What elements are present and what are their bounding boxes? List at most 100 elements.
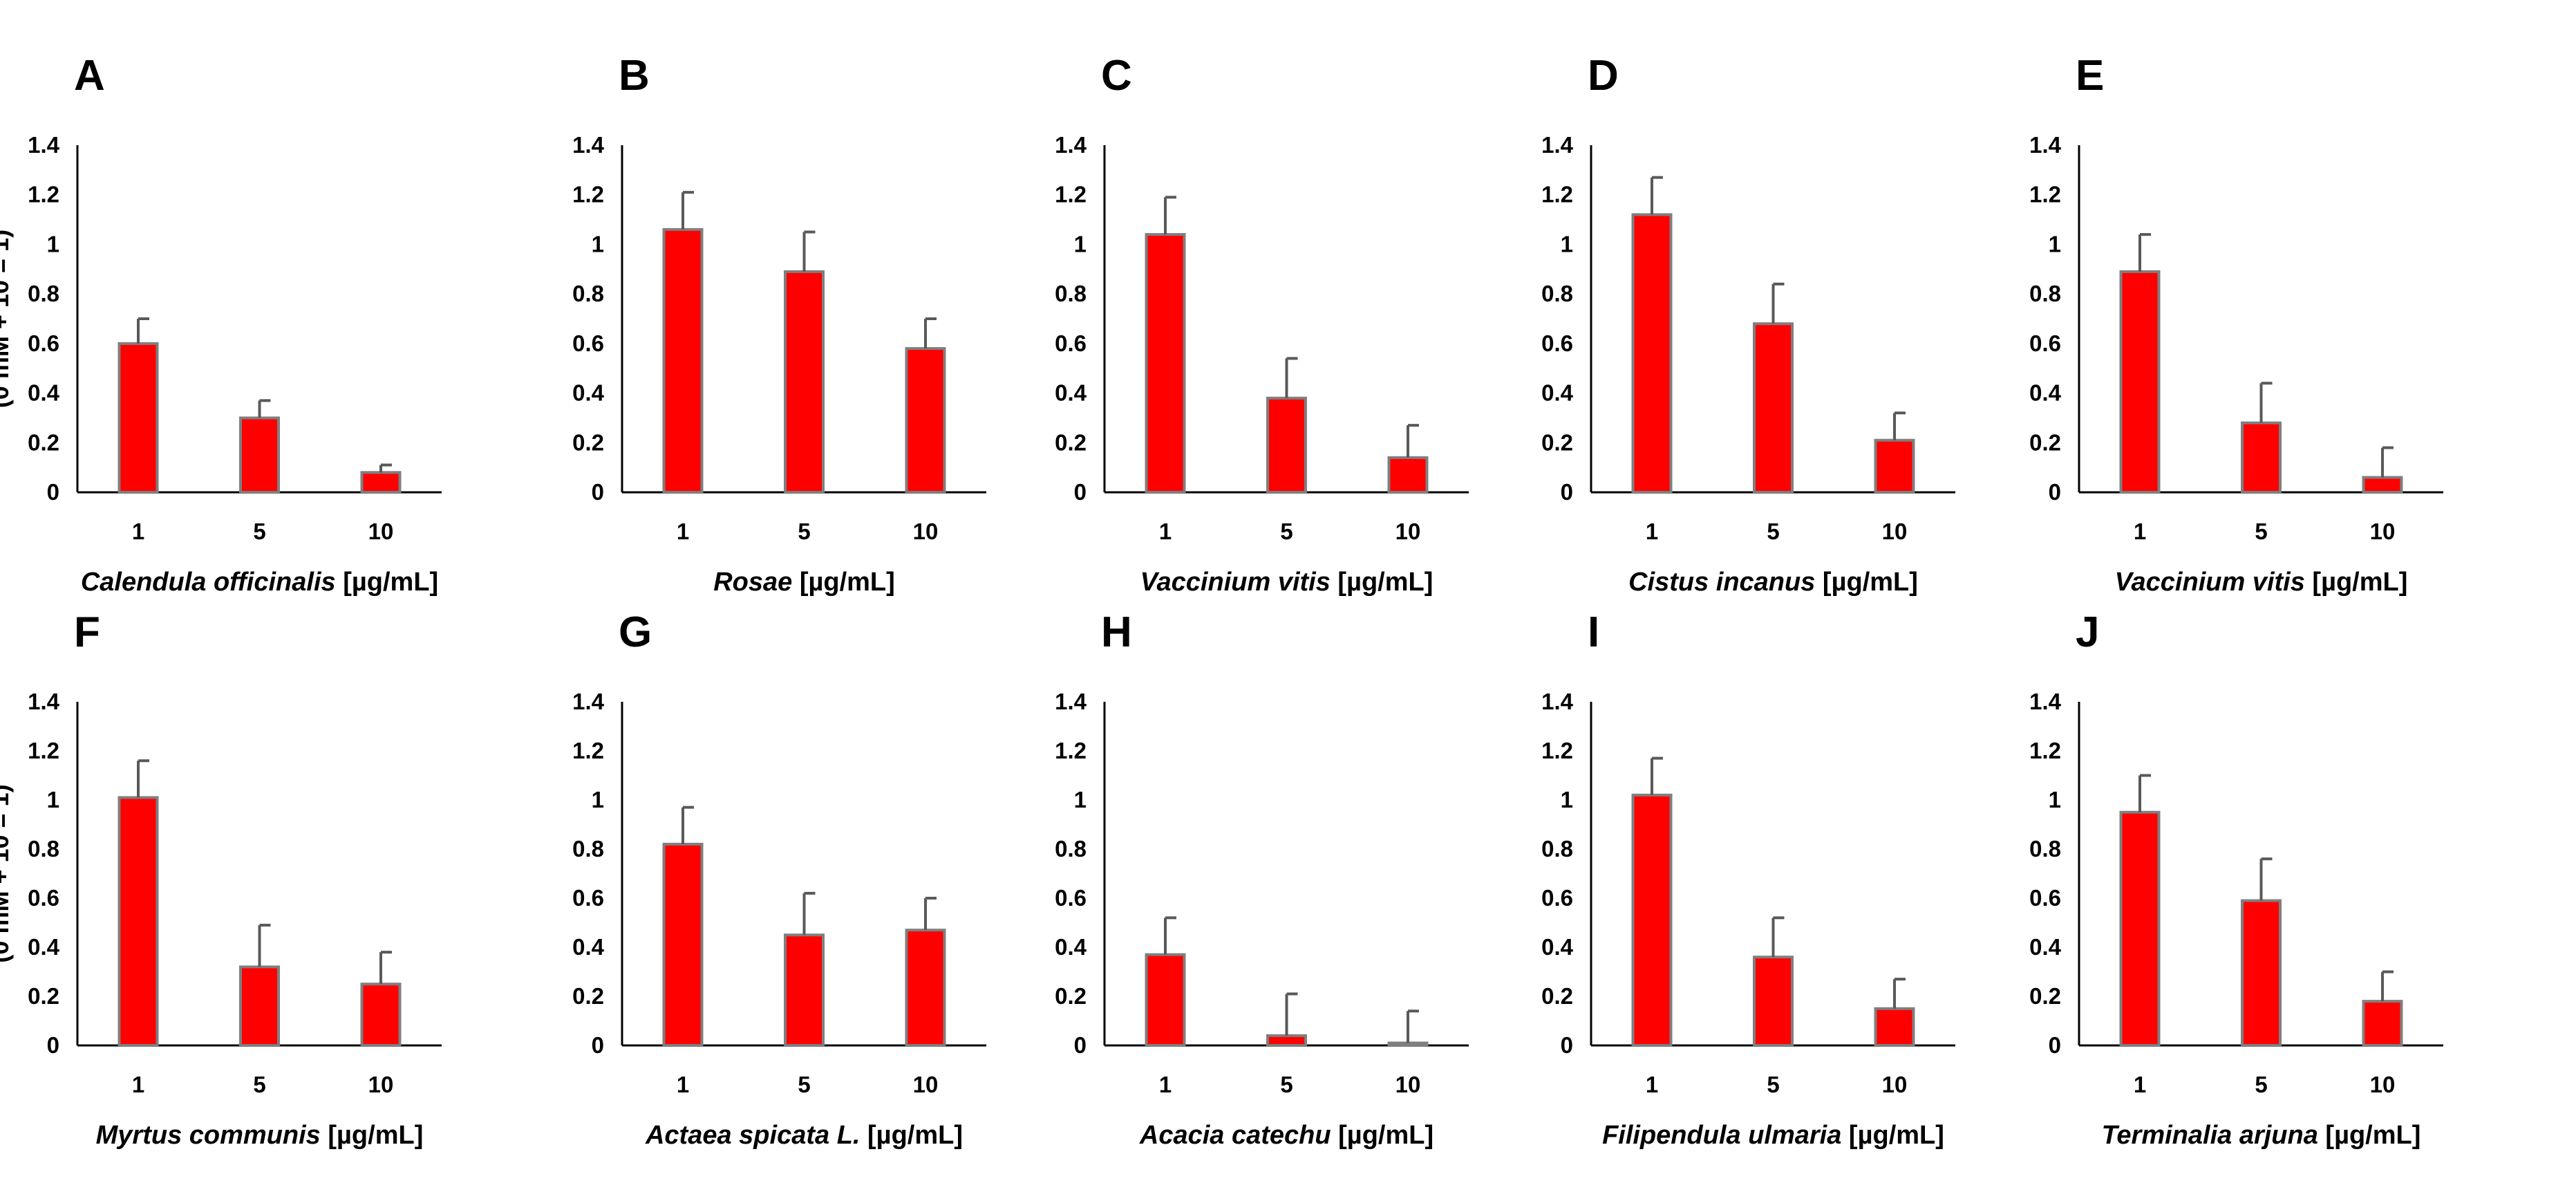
y-tick-label: 0.4 [1541, 934, 1574, 960]
panel-letter: C [1101, 52, 1132, 100]
bar [784, 933, 825, 1047]
y-tick-label: 0.8 [2029, 836, 2061, 862]
x-tick-label: 10 [1882, 1072, 1908, 1097]
y-tick-label: 1 [47, 787, 59, 812]
x-axis-label-species: Vaccinium vitis [1140, 568, 1331, 597]
x-tick-label: 5 [1280, 1072, 1292, 1097]
y-tick-label: 1.4 [28, 689, 60, 714]
x-axis-label: Acacia catechu [µg/mL] [1139, 1121, 1433, 1150]
y-tick-label: 0 [47, 479, 59, 505]
x-axis-label-species: Filipendula ulmaria [1602, 1121, 1841, 1150]
x-tick-label: 10 [1395, 1072, 1421, 1097]
y-tick-label: 1.4 [1541, 689, 1574, 714]
bar [2241, 421, 2282, 494]
y-tick-label: 0.6 [2029, 885, 2061, 911]
bar [662, 842, 704, 1048]
x-axis-label: Rosae [µg/mL] [713, 568, 895, 597]
bar [360, 471, 402, 494]
y-tick-label: 1.2 [1541, 182, 1573, 207]
x-tick-label: 5 [798, 519, 810, 544]
y-tick-label: 0.8 [572, 836, 604, 862]
x-axis-label-species: Vaccinium vitis [2115, 568, 2305, 597]
x-tick-label: 1 [677, 1072, 689, 1097]
panel-e: E 0 0.2 0.4 0.6 0.8 1 1.2 1.4 1 5 10 Vaccinium vitis… [2029, 52, 2443, 597]
bar [1387, 1041, 1429, 1047]
bar [2119, 810, 2161, 1047]
bar [1387, 456, 1429, 494]
x-tick-label: 1 [1159, 519, 1172, 544]
bar [239, 416, 280, 494]
bar [662, 227, 704, 494]
bar [117, 342, 159, 494]
x-tick-label: 10 [368, 1072, 394, 1097]
x-axis-label-unit: [µg/mL] [1841, 1121, 1944, 1150]
y-tick-label: 0.4 [2029, 934, 2062, 960]
y-tick-label: 0.2 [28, 429, 59, 455]
panel-g: G 0 0.2 0.4 0.6 0.8 1 1.2 1.4 1 5 10 Actaea spicata … [572, 608, 986, 1150]
y-tick-label: 0.6 [1055, 885, 1087, 911]
y-tick-label: 1.4 [2029, 132, 2062, 158]
y-tick-label: 1.4 [1541, 132, 1574, 158]
x-tick-label: 1 [132, 1072, 144, 1097]
y-tick-label: 1 [1561, 787, 1573, 812]
y-tick-label: 1.2 [1541, 738, 1573, 763]
panel-letter: G [619, 608, 652, 656]
x-tick-label: 1 [2134, 519, 2146, 544]
y-tick-label: 0.2 [28, 983, 59, 1009]
x-tick-label: 10 [913, 1072, 939, 1097]
y-tick-label: 0.4 [1541, 380, 1574, 406]
y-tick-label: 1.2 [28, 182, 59, 207]
x-axis-label-species: Terminalia arjuna [2102, 1121, 2318, 1150]
x-axis-label: Myrtus communis [µg/mL] [96, 1121, 424, 1150]
y-tick-label: 0.8 [2029, 281, 2061, 306]
y-tick-label: 0.8 [28, 281, 59, 306]
panel-letter: H [1101, 608, 1132, 656]
y-axis-label-line2: (0 mM + 10 = 1) [0, 230, 14, 408]
y-tick-label: 0.2 [1541, 429, 1573, 455]
y-tick-label: 0.8 [1055, 836, 1087, 862]
y-tick-label: 0.4 [572, 380, 605, 406]
y-tick-label: 0.8 [1541, 281, 1573, 306]
x-axis-label-species: Myrtus communis [96, 1121, 321, 1150]
x-tick-label: 1 [677, 519, 689, 544]
bar [1631, 213, 1673, 494]
y-tick-label: 0.6 [572, 330, 604, 356]
x-tick-label: 5 [1767, 1072, 1779, 1097]
panel-d: D 0 0.2 0.4 0.6 0.8 1 1.2 1.4 1 5 10 Cistus incanus … [1541, 52, 1955, 597]
y-tick-label: 0 [1561, 479, 1573, 505]
y-tick-label: 1.4 [572, 132, 605, 158]
bar [1874, 438, 1915, 494]
y-tick-label: 0.4 [28, 380, 60, 406]
x-tick-label: 5 [798, 1072, 810, 1097]
y-tick-label: 0.2 [572, 983, 604, 1009]
y-tick-label: 1 [1074, 787, 1087, 812]
x-tick-label: 10 [2370, 519, 2396, 544]
x-axis-label-species: Calendula officinalis [81, 568, 336, 597]
bar [905, 929, 946, 1048]
panel-letter: E [2076, 52, 2104, 100]
panel-a: A 0 0.2 0.4 0.6 0.8 1 1.2 1.4 1 5 10 Calendula offic… [0, 52, 442, 597]
x-tick-label: 10 [368, 519, 394, 544]
y-tick-label: 1 [1074, 231, 1087, 257]
y-tick-label: 1.2 [1055, 182, 1087, 207]
y-tick-label: 0.4 [1055, 380, 1087, 406]
bar [1145, 953, 1186, 1048]
y-tick-label: 1.4 [572, 689, 605, 714]
y-tick-label: 0.4 [28, 934, 60, 960]
y-tick-label: 0 [592, 1032, 604, 1058]
x-axis-label-species: Acacia catechu [1139, 1121, 1331, 1150]
y-tick-label: 0.8 [572, 281, 604, 306]
y-tick-label: 0.2 [572, 429, 604, 455]
bar [1753, 322, 1794, 494]
y-axis-label-line2: (0 mM + 10 = 1) [0, 784, 14, 962]
x-axis-label-unit: [µg/mL] [1331, 568, 1433, 597]
y-tick-label: 0.6 [572, 885, 604, 911]
x-tick-label: 1 [2134, 1072, 2146, 1097]
x-tick-label: 5 [253, 1072, 265, 1097]
y-tick-label: 0.2 [1055, 429, 1087, 455]
x-axis-label-unit: [µg/mL] [2318, 1121, 2421, 1150]
bar [1874, 1007, 1915, 1047]
bar [2362, 476, 2403, 494]
y-tick-label: 0.6 [28, 330, 59, 356]
y-tick-label: 1.2 [28, 738, 59, 763]
